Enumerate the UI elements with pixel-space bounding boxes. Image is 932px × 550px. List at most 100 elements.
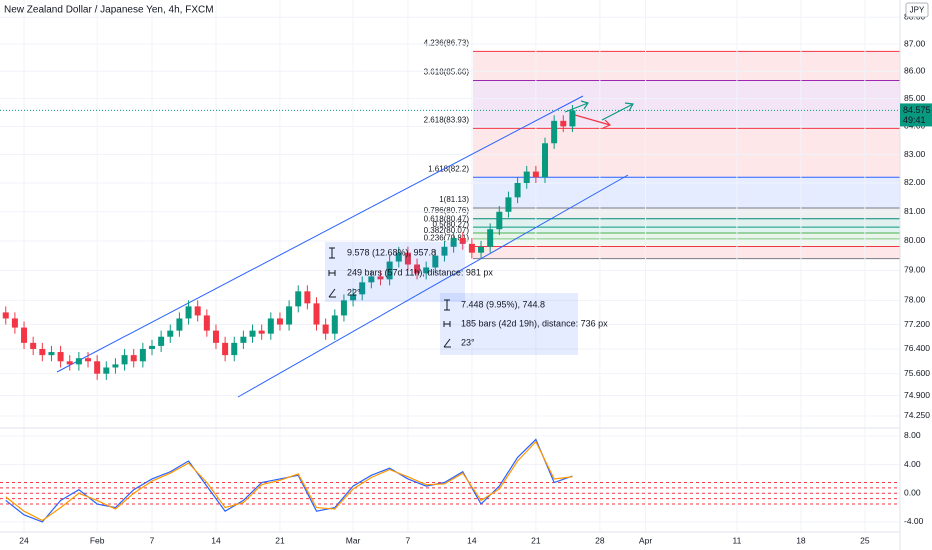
candle-body — [395, 252, 402, 262]
fib-label: 0.786(80.76) — [424, 206, 470, 215]
candle-body — [203, 315, 210, 331]
measure-text: 7.448 (9.95%), 744.8 — [461, 299, 545, 309]
candle-body — [359, 282, 366, 295]
candle-body — [66, 361, 73, 365]
candle-body — [85, 358, 92, 362]
fib-zone — [473, 238, 900, 247]
osc-line — [5, 440, 573, 522]
fib-label: 0.618(80.47) — [424, 214, 470, 223]
currency-badge — [905, 2, 929, 18]
candle-body — [75, 358, 82, 365]
grid — [0, 0, 900, 532]
candle-body — [240, 336, 247, 343]
candle-body — [441, 246, 448, 256]
measure-box — [440, 293, 578, 355]
candle-body — [532, 171, 539, 178]
candle-body — [139, 348, 146, 362]
oscillator — [0, 435, 900, 523]
y-tick-label: 4.00 — [904, 459, 921, 469]
candles — [0, 105, 900, 380]
candle-body — [313, 303, 320, 325]
candle-body — [404, 252, 411, 265]
candle-body — [386, 261, 393, 280]
x-tick-label: 11 — [733, 535, 742, 545]
candle-body — [368, 276, 375, 283]
candle-body — [231, 342, 238, 356]
candle-body — [432, 255, 439, 268]
fib-label: 3.618(85.66) — [424, 68, 470, 77]
chart-title: New Zealand Dollar / Japanese Yen, 4h, F… — [4, 5, 214, 16]
candle-body — [304, 291, 311, 304]
candle-body — [222, 342, 229, 356]
candle-body — [112, 364, 119, 368]
fib-label: 0.236(79.81) — [424, 234, 470, 243]
candle-body — [322, 324, 329, 334]
candle-body — [551, 120, 558, 144]
y-tick-label: 83.00 — [904, 149, 926, 159]
candle-body — [130, 355, 137, 362]
candle-body — [21, 327, 28, 343]
candle-body — [94, 361, 101, 374]
fib-label: 0.382(80.07) — [424, 226, 470, 235]
fib-zones: 4.236(86.73) 3.618(85.66) 2.618(83.93) 1.61… — [424, 38, 900, 260]
y-tick-label: 75.600 — [904, 368, 930, 378]
candle-body — [158, 336, 165, 346]
x-tick-label: 18 — [796, 535, 806, 545]
fib-zone — [473, 80, 900, 129]
y-tick-label: 82.00 — [904, 177, 926, 187]
candle-body — [11, 318, 18, 328]
measure-text: 249 bars (57d 11h), distance: 981 px — [347, 267, 493, 277]
price-badge — [900, 103, 932, 127]
countdown: 49:41 — [903, 115, 926, 125]
measure-box — [325, 242, 465, 302]
candle-body — [560, 120, 567, 127]
x-tick-label: Mar — [346, 535, 361, 545]
candle-body — [30, 342, 37, 349]
fib-zone — [473, 218, 900, 228]
candle-body — [496, 211, 503, 230]
fib-zone — [473, 233, 900, 239]
candle-body — [523, 171, 530, 183]
arrows — [564, 100, 634, 129]
measure-text: 22° — [347, 287, 361, 297]
y-tick-label: 79.00 — [904, 265, 926, 275]
osc-line — [5, 438, 573, 523]
fib-label: 1(81.13) — [439, 195, 469, 204]
fib-zone — [473, 246, 900, 259]
x-tick-label: 21 — [531, 535, 541, 545]
y-tick-label: 74.900 — [904, 390, 930, 400]
y-tick-label: 77.200 — [904, 319, 930, 329]
y-tick-label: 0.00 — [904, 488, 921, 498]
y-tick-label: 78.00 — [904, 295, 926, 305]
x-tick-label: Apr — [639, 535, 652, 545]
fib-label: 0.5(80.27) — [433, 220, 470, 229]
y-tick-label: 74.250 — [904, 410, 930, 420]
fib-zone — [473, 227, 900, 234]
y-tick-label: 8.00 — [904, 430, 921, 440]
x-tick-label: 25 — [860, 535, 870, 545]
x-tick-label: 7 — [150, 535, 155, 545]
candle-body — [148, 345, 155, 349]
candle-body — [340, 300, 347, 316]
candle-body — [249, 330, 256, 337]
candle-body — [121, 355, 128, 365]
last-price: 84.575 — [903, 105, 931, 115]
x-tick-label: 28 — [595, 535, 605, 545]
candle-body — [167, 330, 174, 337]
candle-body — [478, 246, 485, 253]
candle-body — [2, 312, 9, 319]
x-tick-label: 24 — [19, 535, 29, 545]
candle-body — [295, 291, 302, 307]
candle-body — [176, 318, 183, 331]
candle-body — [267, 318, 274, 334]
y-tick-label: 86.00 — [904, 65, 926, 75]
axes: 88.0087.0086.0085.0084.0083.0082.0081.00… — [19, 12, 932, 545]
fib-label: 4.236(86.73) — [424, 38, 470, 47]
x-tick-label: 7 — [406, 535, 411, 545]
candle-body — [468, 243, 475, 253]
x-tick-label: Feb — [90, 535, 105, 545]
currency: JPY — [910, 6, 925, 15]
x-tick-label: 14 — [467, 535, 477, 545]
